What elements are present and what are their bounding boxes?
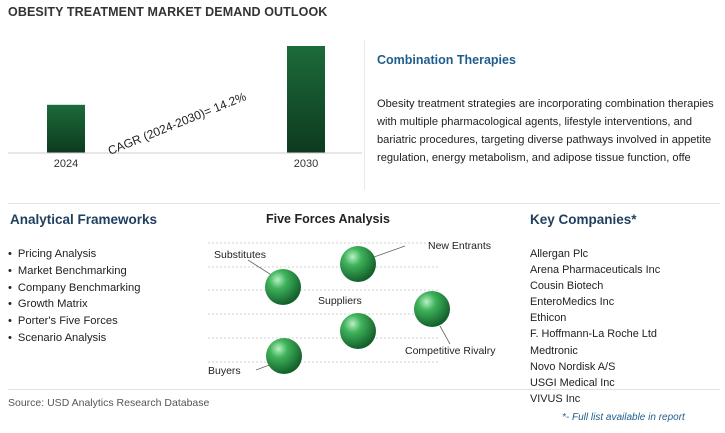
- bar-2024: [47, 104, 85, 153]
- cagr-bar-chart: 2024 2030 CAGR (2024-2030)= 14.2%: [8, 46, 362, 170]
- source-note: Source: USD Analytics Research Database: [8, 397, 210, 409]
- label-competitive-rivalry: Competitive Rivalry: [405, 345, 496, 357]
- five-forces-diagram: Substitutes New Entrants Suppliers Compe…: [208, 240, 496, 377]
- company-item: VIVUS Inc: [530, 392, 581, 405]
- company-item: Arena Pharmaceuticals Inc: [530, 264, 661, 277]
- framework-item: Growth Matrix: [8, 296, 140, 313]
- label-substitutes: Substitutes: [214, 249, 266, 261]
- topic-body-line: regulation, energy metabolism, and adipo…: [377, 152, 691, 164]
- frameworks-list: Pricing Analysis Market Benchmarking Com…: [8, 246, 141, 347]
- company-item: EnteroMedics Inc: [530, 296, 615, 309]
- x-tick-label: 2024: [54, 158, 78, 170]
- section-divider: [8, 203, 720, 204]
- company-item: Medtronic: [530, 344, 578, 357]
- bars-layer: [47, 46, 325, 153]
- label-buyers: Buyers: [208, 365, 241, 377]
- frameworks-title: Analytical Frameworks: [10, 212, 158, 227]
- sphere-substitutes: [265, 269, 301, 305]
- companies-footnote: *- Full list available in report: [562, 412, 685, 423]
- framework-item: Market Benchmarking: [8, 263, 140, 280]
- forces-title: Five Forces Analysis: [266, 212, 390, 226]
- vertical-divider: [364, 40, 365, 190]
- framework-item: Pricing Analysis: [8, 246, 140, 263]
- label-new-entrants: New Entrants: [428, 240, 491, 252]
- sphere-suppliers: [340, 313, 376, 349]
- framework-item: Scenario Analysis: [8, 330, 140, 347]
- company-item: Novo Nordisk A/S: [530, 360, 616, 373]
- bottom-divider: [8, 389, 720, 390]
- companies-title: Key Companies*: [530, 212, 637, 227]
- companies-list: Allergan Plc Arena Pharmaceuticals Inc C…: [530, 246, 660, 407]
- sphere-buyers: [266, 338, 302, 374]
- topic-body-line: Obesity treatment strategies are incorpo…: [377, 98, 714, 110]
- connector-substitutes: [247, 259, 274, 277]
- connector-rivalry: [439, 325, 451, 345]
- company-item: USGI Medical Inc: [530, 376, 615, 389]
- bar-2030: [287, 46, 325, 153]
- x-tick-label: 2030: [294, 158, 318, 170]
- company-item: Cousin Biotech: [530, 280, 604, 293]
- framework-item: Company Benchmarking: [8, 280, 141, 297]
- company-item: Allergan Plc: [530, 248, 589, 260]
- company-item: Ethicon: [530, 312, 567, 325]
- sphere-rivalry: [414, 291, 450, 327]
- label-suppliers: Suppliers: [318, 295, 362, 307]
- connector-new-entrants: [373, 245, 406, 258]
- company-item: F. Hoffmann-La Roche Ltd: [530, 328, 657, 341]
- sphere-new-entrants: [340, 246, 376, 282]
- cagr-annotation: CAGR (2024-2030)= 14.2%: [106, 89, 249, 157]
- topic-body-line: bariatric procedures, targeting diverse …: [377, 134, 712, 146]
- page-title: OBESITY TREATMENT MARKET DEMAND OUTLOOK: [8, 5, 328, 19]
- topic-title: Combination Therapies: [377, 53, 516, 67]
- topic-body-line: with multiple pharmacological agents, li…: [377, 116, 693, 128]
- topic-body: Obesity treatment strategies are incorpo…: [377, 95, 722, 167]
- ticks-layer: 2024 2030: [54, 158, 318, 170]
- framework-item: Porter's Five Forces: [8, 313, 140, 330]
